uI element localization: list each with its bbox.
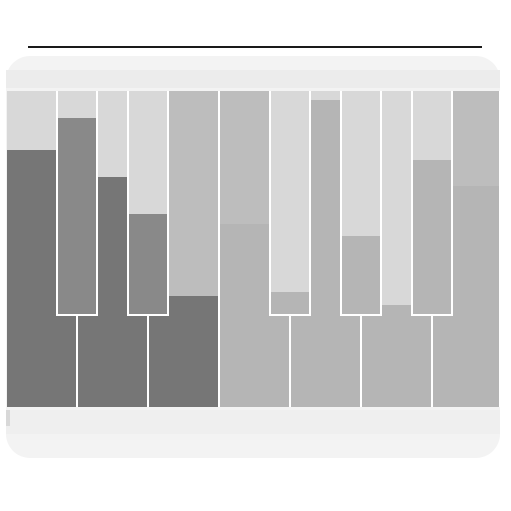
frame-top-band (6, 70, 500, 88)
key-column[interactable] (382, 91, 411, 316)
key-level-fill (271, 291, 309, 314)
key-level-fill (342, 235, 380, 314)
black-key-f-sharp[interactable] (269, 91, 311, 316)
black-key-g-sharp[interactable] (340, 91, 382, 316)
key-level-fill (413, 160, 451, 314)
key-level-fill (58, 117, 96, 314)
key-level-fill (129, 213, 167, 314)
black-key-a-sharp[interactable] (411, 91, 453, 316)
black-key-d-sharp[interactable] (127, 91, 169, 316)
key-column[interactable] (311, 91, 340, 316)
key-level-fill (7, 149, 56, 316)
key-level-fill (382, 304, 411, 316)
key-level-fill (98, 176, 127, 316)
top-divider (28, 46, 482, 48)
key-level-fill (311, 100, 340, 316)
black-key-c-sharp[interactable] (56, 91, 98, 316)
frame-bottom-band (6, 410, 500, 434)
key-column[interactable] (7, 91, 56, 316)
resize-handle[interactable] (6, 410, 10, 426)
piano-keyboard (7, 91, 501, 407)
key-column[interactable] (98, 91, 127, 316)
